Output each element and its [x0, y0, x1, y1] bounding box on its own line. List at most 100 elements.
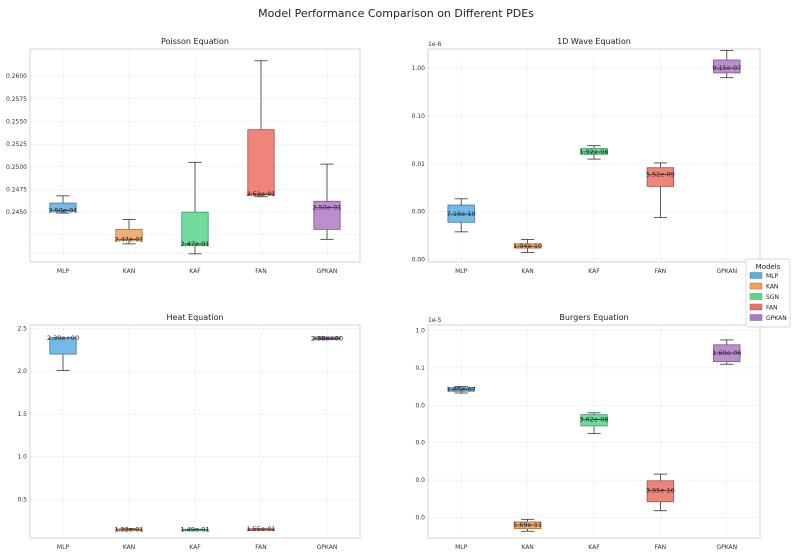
y-tick-label: 0.0: [415, 514, 425, 521]
plot-area-poisson: 0.2450 0.2475 0.2500 0.2525 0.2550 0.2575 0.26…: [6, 48, 361, 275]
x-tick-label: KAF: [588, 268, 600, 275]
y-tick-label: 2.0: [17, 368, 27, 375]
median-label: 2.38e+00: [311, 335, 343, 343]
figure-title: Model Performance Comparison on Differen…: [258, 7, 534, 20]
x-tick-label: GPKAN: [716, 544, 737, 551]
x-tick-label: KAN: [123, 544, 135, 551]
box-fan: 5.52e-09: [646, 162, 675, 218]
box-body: [247, 129, 275, 196]
plot-area-heat: 0.5 1.0 1.5 2.0 2.5 2.39e+00 1.52e-01 1.49e-01 1…: [17, 324, 361, 551]
x-tick-label: GPKAN: [716, 268, 737, 275]
y-tick-label: 0.2475: [6, 186, 27, 193]
median-label: 3.95e-10: [646, 487, 675, 495]
y-tick-label: 0.2500: [6, 164, 27, 171]
y-tick-label: 0.0: [415, 440, 425, 447]
panel-poisson: Poisson Equation 0.2450 0.2475 0.2500 0.252…: [6, 37, 361, 275]
x-tick-label: KAF: [588, 544, 600, 551]
box-kaf: 2.47e-01: [180, 161, 210, 255]
median-label: 2.52e-01: [246, 190, 275, 198]
median-label: 2.47e-01: [114, 235, 143, 243]
plot-area-burgers: 0.0 0.0 0.0 0.0 0.1 1.0 1.85e-07 5.69e-11 3.62e-…: [415, 324, 761, 551]
y-tick-label: 0.2550: [6, 119, 27, 126]
median-label: 7.16e-10: [447, 210, 476, 218]
median-label: 2.47e-01: [180, 240, 209, 248]
y-tick-label: 0.00: [412, 257, 426, 264]
y-tick-label: 0.00: [412, 209, 426, 216]
x-tick-label: KAN: [521, 544, 533, 551]
box-body: [115, 228, 143, 241]
y-tick-label: 0.2450: [6, 209, 27, 216]
panel-heat: Heat Equation 0.5 1.0 1.5 2.0 2.5 2.39e+00 1.5…: [17, 313, 361, 551]
median-label: 5.69e-11: [513, 521, 542, 529]
box-gpkan: 1.69e-06: [712, 339, 741, 365]
box-mlp: 2.50e-01: [48, 195, 78, 214]
median-label: 2.50e-01: [312, 204, 341, 212]
median-label: 1.55e-01: [246, 525, 275, 533]
y-tick-label: 0.10: [412, 113, 426, 120]
median-label: 2.50e-01: [48, 206, 77, 214]
y-tick-label: 1.0: [415, 328, 425, 335]
y-tick-label: 0.5: [17, 497, 27, 504]
x-tick-label: KAN: [521, 268, 533, 275]
panel-burgers: Burgers Equation 1e-5 0.0 0.0 0.0 0.0 0.1 1.0…: [415, 313, 761, 551]
panel-title: Heat Equation: [167, 313, 224, 322]
box-kan: 1.52e-01: [114, 525, 143, 533]
x-tick-label: MLP: [57, 544, 70, 551]
y-tick-label: 0.0: [415, 402, 425, 409]
legend-swatch-kan: [749, 282, 763, 290]
legend-label-sgn: SGN: [766, 294, 779, 301]
box-body: [580, 414, 608, 427]
box-gpkan: 9.15e-07: [712, 50, 741, 79]
box-body: [181, 211, 209, 247]
median-label: 9.15e-07: [712, 64, 741, 72]
box-body: [713, 59, 741, 74]
legend-label-gpkan: GPKAN: [766, 315, 787, 322]
legend-label-fan: FAN: [766, 305, 778, 312]
axis-scale-label: 1e-5: [428, 317, 442, 324]
box-mlp: 7.16e-10: [447, 198, 476, 233]
box-kan: 2.47e-01: [114, 218, 144, 245]
box-kaf: 1.49e-01: [180, 526, 209, 534]
x-tick-label: GPKAN: [317, 268, 338, 275]
legend-label-mlp: MLP: [766, 273, 779, 280]
panel-wave: 1D Wave Equation 1e-6 0.00 0.00 0.01 0.10 1.…: [412, 37, 761, 275]
panel-title: Poisson Equation: [161, 37, 229, 46]
legend-swatch-gpkan: [749, 314, 763, 321]
legend-title: Models: [756, 263, 781, 271]
median-label: 5.52e-09: [646, 170, 675, 178]
box-kan: 5.69e-11: [513, 518, 542, 532]
x-tick-label: FAN: [255, 268, 267, 275]
x-tick-label: KAF: [189, 268, 201, 275]
box-body: [49, 202, 77, 212]
box-kaf: 3.62e-08: [579, 412, 609, 434]
box-mlp: 1.85e-07: [447, 385, 476, 394]
y-tick-label: 0.2525: [6, 141, 27, 148]
median-label: 2.39e+00: [47, 334, 79, 342]
median-label: 1.52e-01: [114, 525, 143, 533]
box-mlp: 2.39e+00: [47, 334, 79, 371]
panel-title: 1D Wave Equation: [557, 37, 631, 46]
box-body: [646, 480, 675, 503]
axis-scale-label: 1e-6: [428, 41, 442, 48]
median-label: 1.85e-07: [447, 385, 476, 393]
plot-area-wave: 0.00 0.00 0.01 0.10 1.00 7.16e-10 1.94e-10 1.92…: [412, 48, 761, 275]
y-tick-label: 0.0: [415, 477, 425, 484]
box-body: [313, 200, 341, 230]
x-tick-label: KAN: [123, 268, 135, 275]
x-tick-label: FAN: [655, 544, 667, 551]
legend: Models MLP KAN SGN FAN GPKAN: [745, 258, 791, 328]
median-label: 1.49e-01: [180, 526, 209, 534]
median-label: 1.92e-08: [579, 148, 608, 156]
y-tick-label: 1.00: [412, 65, 426, 72]
x-tick-label: MLP: [455, 268, 468, 275]
x-tick-label: KAF: [189, 544, 201, 551]
box-kaf: 1.92e-08: [579, 145, 609, 160]
y-tick-label: 0.01: [412, 161, 426, 168]
y-tick-label: 0.1: [415, 365, 425, 372]
median-label: 1.94e-10: [513, 242, 542, 250]
box-body: [646, 167, 675, 187]
x-tick-label: FAN: [655, 268, 667, 275]
panel-title: Burgers Equation: [559, 313, 628, 322]
box-gpkan: 2.38e+00: [311, 335, 343, 343]
